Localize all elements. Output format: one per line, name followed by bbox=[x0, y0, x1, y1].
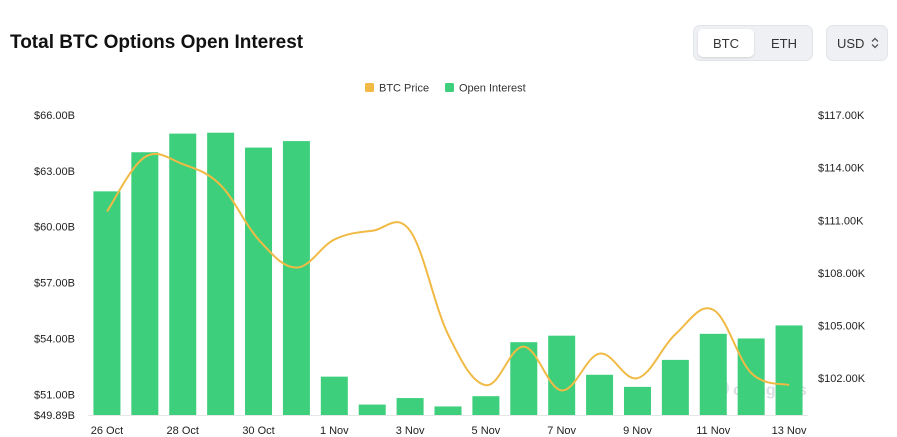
x-tick-label: 30 Oct bbox=[242, 425, 274, 437]
bar-open-interest bbox=[245, 147, 273, 416]
bar-open-interest bbox=[169, 133, 197, 415]
bar-open-interest bbox=[472, 396, 500, 415]
y-left-tick-label: $51.00B bbox=[34, 389, 75, 401]
btc-price-line bbox=[106, 152, 790, 392]
bar-open-interest bbox=[661, 359, 689, 415]
bar-open-interest bbox=[434, 406, 462, 415]
x-tick-label: 28 Oct bbox=[167, 425, 199, 437]
x-tick-label: 7 Nov bbox=[547, 425, 576, 437]
y-right-tick-label: $102.00K bbox=[818, 373, 866, 385]
y-left-tick-label: $49.89B bbox=[34, 410, 75, 422]
x-axis: 26 Oct 28 Oct 30 Oct 1 Nov 3 Nov 5 Nov 7 Nov 9 … bbox=[88, 415, 808, 437]
asset-toggle: BTC ETH bbox=[693, 25, 813, 61]
y-left-tick-label: $57.00B bbox=[34, 278, 75, 290]
legend-swatch bbox=[445, 83, 454, 92]
bar-open-interest bbox=[548, 335, 576, 415]
tab-eth[interactable]: ETH bbox=[771, 35, 797, 51]
y-left-tick-label: $63.00B bbox=[34, 166, 75, 178]
y-left-tick-label: $60.00B bbox=[34, 222, 75, 234]
x-tick-label: 1 Nov bbox=[320, 425, 349, 437]
line-series-btc-price bbox=[106, 152, 790, 392]
bar-open-interest bbox=[131, 152, 159, 415]
bar-series-open-interest bbox=[93, 132, 803, 416]
chevron-updown-icon bbox=[871, 37, 879, 49]
chart-title: Total BTC Options Open Interest bbox=[10, 32, 304, 53]
bar-open-interest bbox=[510, 342, 538, 415]
y-axis-right: $102.00K $105.00K $108.00K $111.00K $114.00K… bbox=[818, 110, 866, 385]
bar-open-interest bbox=[396, 398, 424, 415]
y-right-tick-label: $114.00K bbox=[818, 163, 865, 175]
y-right-tick-label: $117.00K bbox=[818, 110, 865, 122]
bar-open-interest bbox=[320, 376, 348, 415]
x-tick-label: 3 Nov bbox=[396, 425, 425, 437]
y-axis-left: $49.89B $51.00B $54.00B $57.00B $60.00B $63.0… bbox=[34, 110, 75, 422]
y-right-tick-label: $108.00K bbox=[818, 268, 866, 280]
legend-swatch bbox=[365, 83, 374, 92]
x-tick-label: 5 Nov bbox=[472, 425, 501, 437]
y-right-tick-label: $105.00K bbox=[818, 321, 866, 333]
x-tick-label: 9 Nov bbox=[623, 425, 652, 437]
bar-open-interest bbox=[775, 325, 803, 415]
y-right-tick-label: $111.00K bbox=[818, 215, 864, 227]
y-left-tick-label: $54.00B bbox=[34, 333, 75, 345]
bar-open-interest bbox=[358, 404, 386, 415]
bar-open-interest bbox=[282, 141, 310, 415]
y-left-tick-label: $66.00B bbox=[34, 110, 75, 122]
legend: BTC Price Open Interest bbox=[365, 83, 526, 95]
legend-label: Open Interest bbox=[459, 83, 526, 95]
bar-open-interest bbox=[93, 191, 121, 415]
bar-open-interest bbox=[699, 333, 727, 415]
bar-open-interest bbox=[207, 132, 235, 416]
bar-open-interest bbox=[737, 338, 765, 415]
legend-label: BTC Price bbox=[379, 83, 429, 95]
currency-value: USD bbox=[837, 35, 865, 51]
bar-open-interest bbox=[586, 374, 614, 415]
tab-btc[interactable]: BTC bbox=[698, 29, 754, 57]
x-tick-label: 11 Nov bbox=[696, 425, 731, 437]
bar-open-interest bbox=[623, 386, 651, 415]
x-tick-label: 26 Oct bbox=[91, 425, 123, 437]
currency-select[interactable]: USD bbox=[826, 25, 888, 61]
x-tick-label: 13 Nov bbox=[772, 425, 807, 437]
